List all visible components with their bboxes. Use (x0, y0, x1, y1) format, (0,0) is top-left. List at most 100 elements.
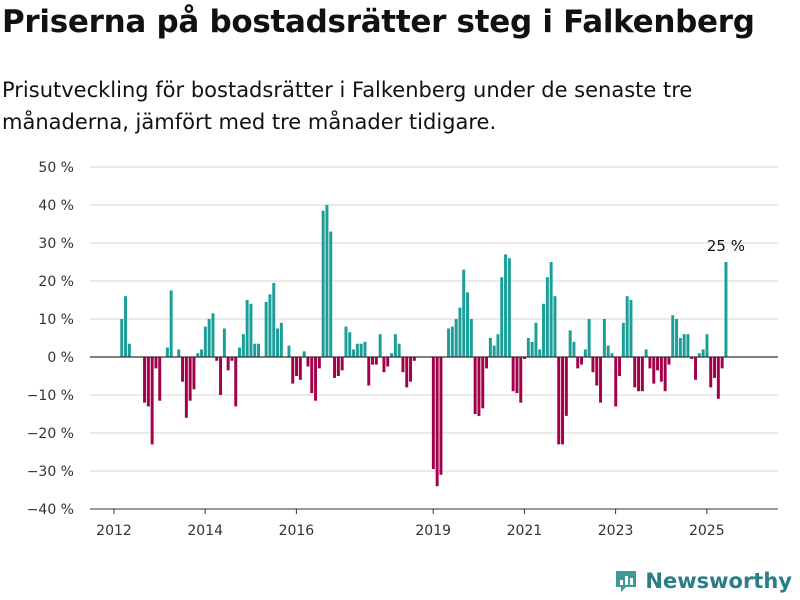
bar (257, 343, 261, 357)
bar (124, 296, 128, 357)
bar (553, 296, 557, 357)
bar (363, 341, 367, 357)
bar (663, 357, 667, 392)
bar (359, 343, 363, 357)
bar (618, 357, 622, 376)
bar (481, 357, 485, 409)
bar (143, 357, 147, 403)
bar (561, 357, 565, 445)
bar (568, 330, 572, 357)
x-tick-label: 2019 (415, 523, 451, 539)
bar (169, 290, 173, 357)
bar (526, 338, 530, 357)
bar (306, 357, 310, 367)
bar (724, 262, 728, 357)
bar (466, 292, 470, 357)
page-title: Priserna på bostadsrätter steg i Falkenb… (2, 4, 755, 40)
bar (355, 343, 359, 357)
bar (150, 357, 154, 445)
bar (127, 343, 131, 357)
bar (519, 357, 523, 403)
bar (530, 341, 534, 357)
bar (367, 357, 371, 386)
bar (196, 353, 200, 357)
bar (348, 332, 352, 357)
bar (462, 269, 466, 357)
bar (454, 319, 458, 357)
bar (637, 357, 641, 392)
bar (276, 328, 280, 357)
bar (504, 254, 508, 357)
bar (321, 210, 325, 357)
bar (154, 357, 158, 369)
bar (648, 357, 652, 369)
bar (192, 357, 196, 390)
y-tick-label: −40 % (27, 502, 74, 518)
bar (325, 205, 329, 357)
bar (401, 357, 405, 373)
bar (249, 303, 253, 357)
bar (295, 357, 299, 376)
bar (439, 357, 443, 475)
bar (177, 349, 181, 357)
bar (538, 349, 542, 357)
bar (219, 357, 223, 395)
bar (226, 357, 230, 371)
bar (564, 357, 568, 416)
bar (709, 357, 713, 388)
bar (287, 345, 291, 357)
bar (165, 347, 169, 357)
bar (507, 258, 511, 357)
bar (431, 357, 435, 470)
bar (230, 357, 234, 361)
bar (302, 351, 306, 357)
bar (272, 282, 276, 357)
bar (678, 338, 682, 357)
bar (405, 357, 409, 388)
bar (534, 322, 538, 357)
bar (580, 357, 584, 365)
y-tick-label: −20 % (27, 426, 74, 442)
bar (352, 349, 356, 357)
bar (412, 357, 416, 361)
bar (557, 357, 561, 445)
x-tick-label: 2025 (689, 523, 725, 539)
bar (606, 345, 610, 357)
page-subtitle: Prisutveckling för bostadsrätter i Falke… (2, 78, 693, 134)
bar (207, 319, 211, 357)
gridlines (90, 166, 778, 510)
bar (181, 357, 185, 382)
bar (450, 326, 454, 357)
bar (496, 334, 500, 357)
bar (386, 357, 390, 367)
bar (378, 334, 382, 357)
bar (222, 328, 226, 357)
bar (146, 357, 150, 407)
newsworthy-logo-text: Newsworthy (645, 569, 792, 593)
bar (447, 328, 451, 357)
bar (329, 231, 333, 357)
bar (310, 357, 314, 394)
bar (682, 334, 686, 357)
bar (572, 341, 576, 357)
bar (697, 353, 701, 357)
bar (716, 357, 720, 399)
y-tick-label: −30 % (27, 464, 74, 480)
bar (690, 357, 694, 359)
bar (629, 300, 633, 357)
bar (701, 349, 705, 357)
bar (485, 357, 489, 369)
bar (215, 357, 219, 361)
y-tick-label: −10 % (27, 388, 74, 404)
x-tick-label: 2012 (96, 523, 132, 539)
bar (675, 319, 679, 357)
bar (340, 357, 344, 371)
bar (515, 357, 519, 394)
bar (382, 357, 386, 373)
y-tick-label: 40 % (38, 198, 74, 214)
bar (409, 357, 413, 382)
bar (686, 334, 690, 357)
bar (374, 357, 378, 365)
bar (625, 296, 629, 357)
bar (344, 326, 348, 357)
